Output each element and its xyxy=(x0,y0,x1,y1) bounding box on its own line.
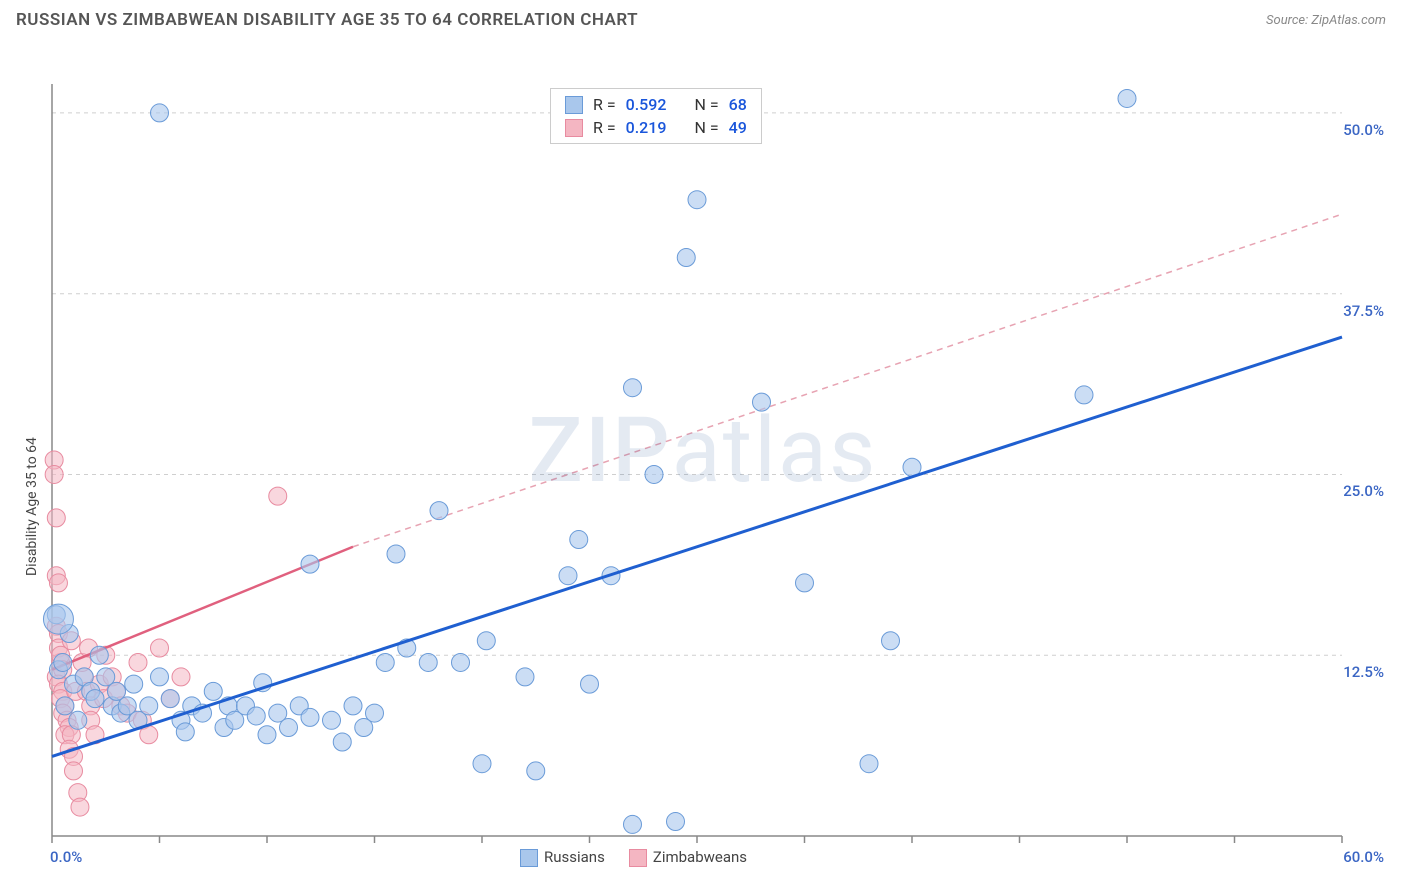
legend-label: Russians xyxy=(544,848,605,866)
y-axis-title: Disability Age 35 to 64 xyxy=(24,437,40,576)
stats-r-value: 0.219 xyxy=(626,118,667,137)
y-tick-label: 12.5% xyxy=(1343,663,1384,681)
stats-swatch xyxy=(565,96,583,114)
legend-item: Russians xyxy=(520,848,605,867)
y-tick-label: 50.0% xyxy=(1343,121,1384,139)
series-legend: Russians Zimbabweans xyxy=(520,848,747,867)
stats-n-label: N = xyxy=(694,95,718,114)
y-tick-label: 25.0% xyxy=(1343,482,1384,500)
stats-row: R = 0.219 N = 49 xyxy=(551,116,761,139)
stats-n-label: N = xyxy=(694,118,718,137)
stats-swatch xyxy=(565,119,583,137)
stats-n-value: 49 xyxy=(729,118,747,137)
stats-r-label: R = xyxy=(593,118,616,137)
y-tick-label: 37.5% xyxy=(1343,302,1384,320)
correlation-stats-box: R = 0.592 N = 68 R = 0.219 N = 49 xyxy=(550,88,762,144)
chart-title: RUSSIAN VS ZIMBABWEAN DISABILITY AGE 35 … xyxy=(16,10,638,30)
chart-header: RUSSIAN VS ZIMBABWEAN DISABILITY AGE 35 … xyxy=(0,0,1406,36)
legend-swatch xyxy=(629,849,647,867)
chart-source: Source: ZipAtlas.com xyxy=(1266,13,1386,28)
stats-row: R = 0.592 N = 68 xyxy=(551,93,761,116)
stats-n-value: 68 xyxy=(729,95,747,114)
x-axis-left-label: 0.0% xyxy=(50,848,82,866)
scatter-plot-svg xyxy=(0,36,1406,886)
legend-label: Zimbabweans xyxy=(653,848,747,866)
stats-r-label: R = xyxy=(593,95,616,114)
chart-area: ZIPatlas Disability Age 35 to 64 12.5%25… xyxy=(0,36,1406,886)
x-axis-right-label: 60.0% xyxy=(1343,848,1384,866)
legend-swatch xyxy=(520,849,538,867)
legend-item: Zimbabweans xyxy=(629,848,747,867)
stats-r-value: 0.592 xyxy=(626,95,667,114)
